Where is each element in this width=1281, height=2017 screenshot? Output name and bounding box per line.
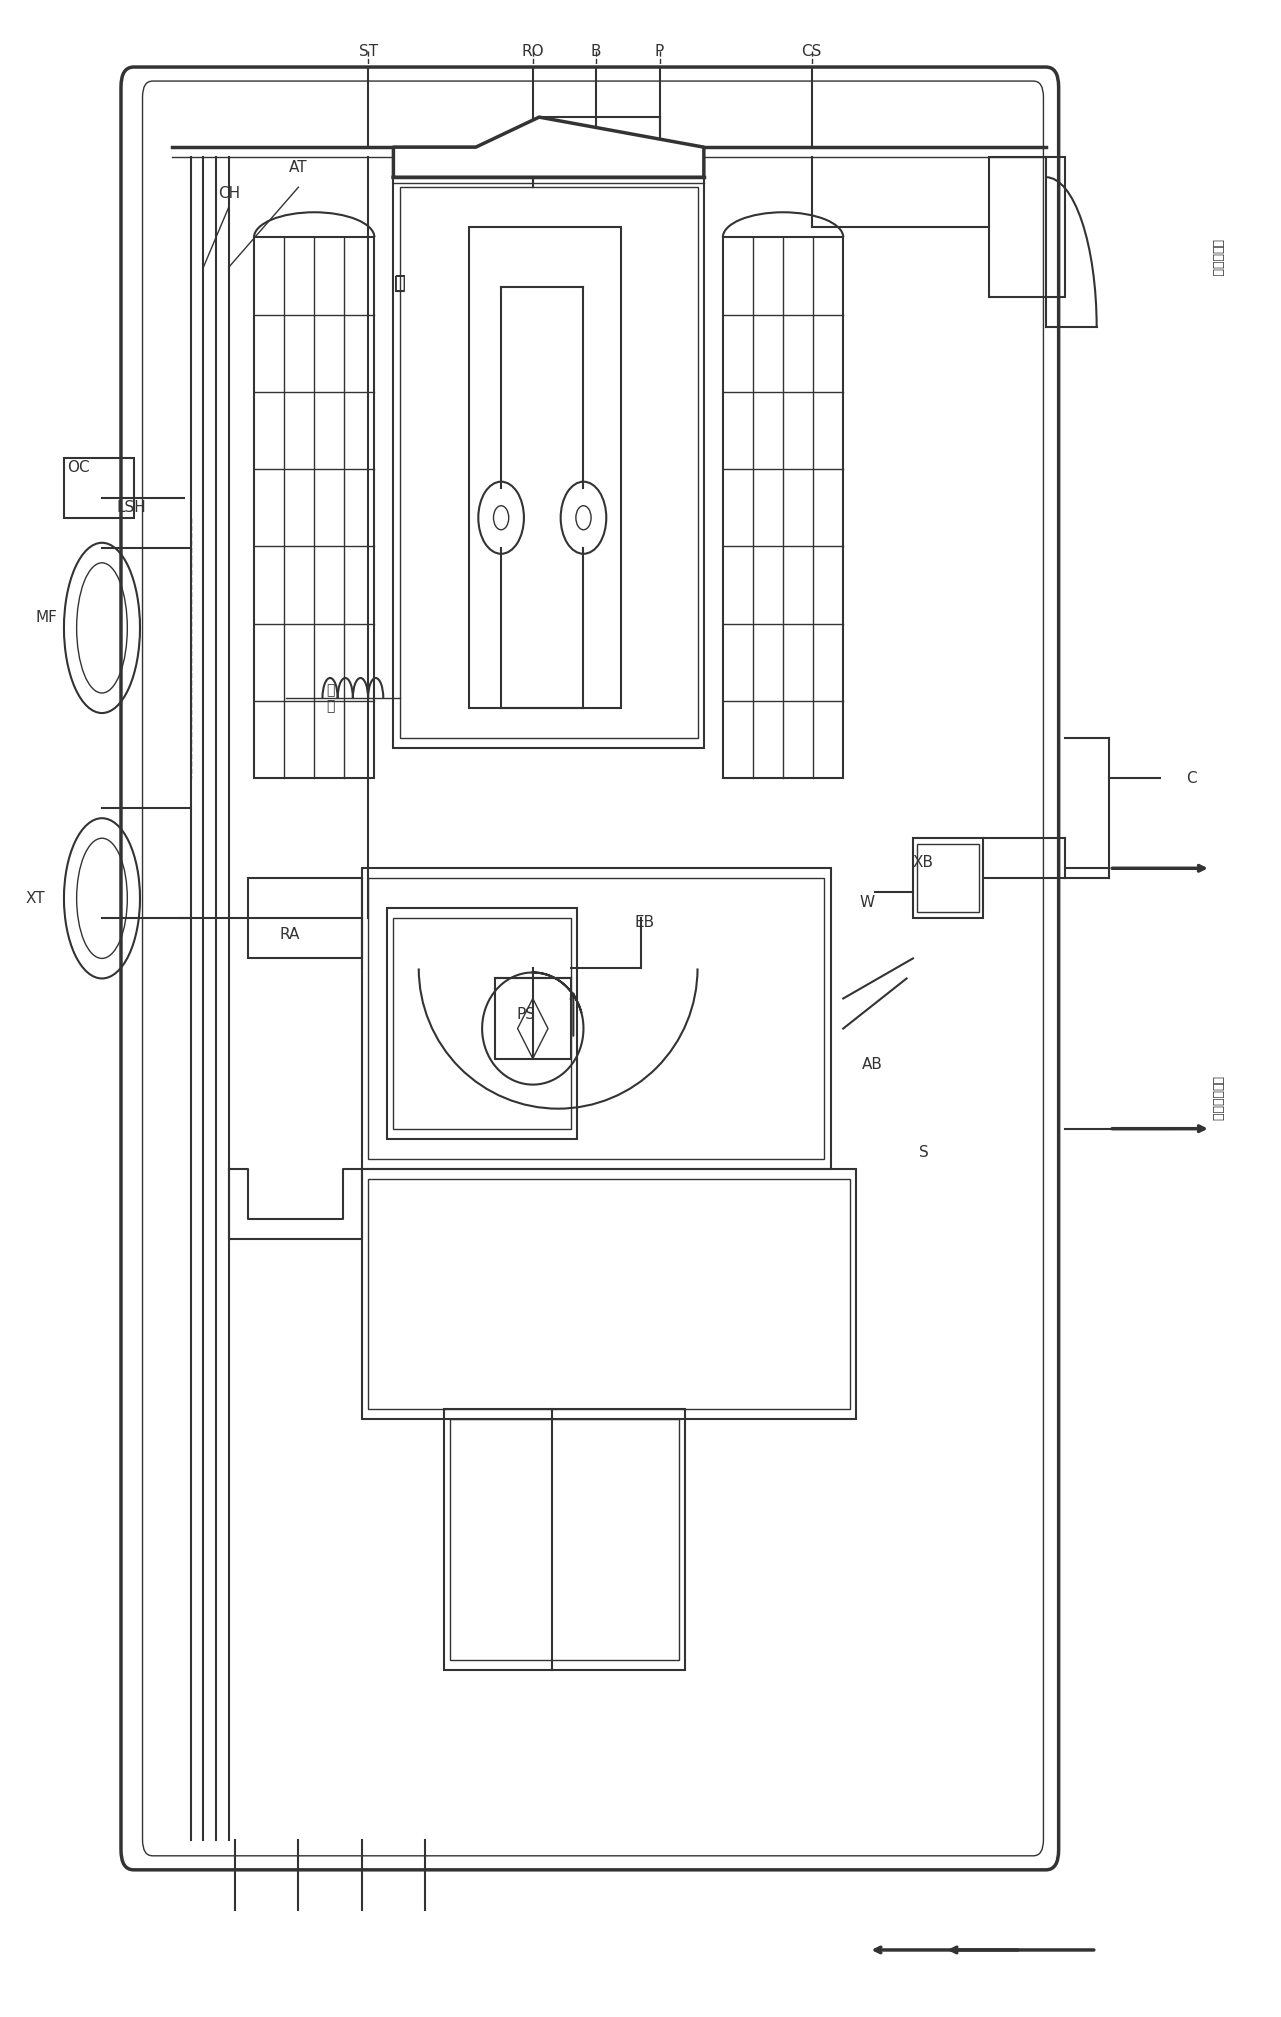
Text: S: S (920, 1146, 929, 1160)
Bar (913, 839, 983, 918)
Bar (469, 228, 621, 708)
Text: LSH: LSH (117, 500, 146, 514)
Bar (387, 908, 578, 1140)
Text: EB: EB (634, 916, 655, 930)
Bar (722, 238, 843, 779)
Text: CH: CH (218, 186, 240, 202)
Text: RA: RA (279, 928, 300, 942)
Bar (368, 1178, 849, 1410)
Text: AT: AT (290, 159, 307, 175)
Text: ST: ST (359, 44, 378, 58)
Bar (393, 918, 571, 1130)
Text: OC: OC (67, 460, 90, 476)
Text: 量
子: 量 子 (325, 684, 334, 714)
Text: P: P (655, 44, 664, 58)
Bar (368, 877, 824, 1158)
Bar (989, 157, 1065, 296)
Bar (400, 188, 698, 738)
Bar (393, 177, 703, 748)
Bar (361, 867, 830, 1168)
Text: B: B (591, 44, 601, 58)
Bar (247, 877, 361, 958)
Text: XT: XT (26, 892, 45, 906)
Text: AB: AB (862, 1057, 883, 1073)
Text: 油: 油 (395, 274, 405, 292)
Text: 油: 油 (393, 274, 406, 292)
Text: C: C (1186, 770, 1196, 787)
Bar (494, 978, 571, 1059)
Bar (451, 1420, 679, 1660)
Text: 至冷却系统: 至冷却系统 (1211, 238, 1223, 276)
Text: PS: PS (518, 1006, 535, 1023)
Bar (64, 458, 133, 518)
Text: MF: MF (36, 611, 58, 625)
Text: RO: RO (521, 44, 544, 58)
Text: W: W (860, 896, 875, 910)
Bar (917, 845, 979, 912)
Polygon shape (393, 117, 703, 177)
Bar (254, 238, 374, 779)
Text: XB: XB (913, 855, 934, 869)
Text: CS: CS (802, 44, 821, 58)
Bar (445, 1410, 685, 1670)
Text: 至高压生成器: 至高压生成器 (1211, 1077, 1223, 1121)
Bar (361, 1168, 856, 1420)
